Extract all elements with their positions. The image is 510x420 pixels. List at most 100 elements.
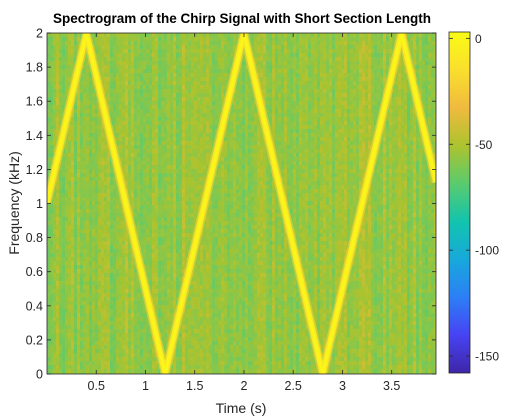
noise-cell (59, 193, 63, 198)
noise-cell (104, 201, 108, 206)
noise-cell (113, 281, 117, 286)
noise-cell (197, 157, 201, 162)
noise-cell (98, 37, 102, 42)
noise-cell (128, 189, 132, 194)
noise-cell (50, 125, 54, 130)
noise-cell (53, 105, 57, 110)
noise-cell (218, 233, 222, 238)
noise-cell (185, 173, 189, 178)
noise-cell (68, 313, 72, 318)
noise-cell (98, 317, 102, 322)
noise-cell (95, 357, 99, 362)
noise-cell (170, 185, 174, 190)
noise-cell (104, 305, 108, 310)
noise-cell (152, 273, 156, 278)
noise-cell (137, 297, 141, 302)
noise-cell (53, 297, 57, 302)
noise-cell (134, 305, 138, 310)
noise-cell (83, 321, 87, 326)
noise-cell (47, 89, 51, 94)
noise-cell (47, 305, 51, 310)
noise-cell (74, 33, 78, 38)
noise-cell (203, 229, 207, 234)
noise-cell (173, 357, 177, 362)
noise-cell (53, 233, 57, 238)
noise-cell (95, 253, 99, 258)
noise-cell (50, 245, 54, 250)
noise-cell (152, 89, 156, 94)
noise-cell (173, 205, 177, 210)
noise-cell (134, 269, 138, 274)
noise-cell (59, 113, 63, 118)
noise-cell (107, 353, 111, 358)
noise-cell (50, 69, 54, 74)
noise-cell (134, 105, 138, 110)
noise-cell (167, 149, 171, 154)
noise-cell (77, 241, 81, 246)
noise-cell (95, 177, 99, 182)
noise-cell (122, 365, 126, 370)
noise-cell (152, 229, 156, 234)
noise-cell (92, 137, 96, 142)
noise-cell (98, 361, 102, 366)
noise-cell (110, 225, 114, 230)
noise-cell (158, 53, 162, 58)
noise-cell (143, 105, 147, 110)
noise-cell (152, 289, 156, 294)
noise-cell (104, 157, 108, 162)
noise-cell (71, 205, 75, 210)
noise-cell (203, 361, 207, 366)
noise-cell (101, 145, 105, 150)
noise-cell (215, 269, 219, 274)
noise-cell (137, 305, 141, 310)
noise-cell (116, 305, 120, 310)
noise-cell (134, 153, 138, 158)
noise-cell (188, 145, 192, 150)
noise-cell (182, 245, 186, 250)
noise-cell (212, 77, 216, 82)
noise-cell (140, 369, 144, 374)
noise-cell (95, 273, 99, 278)
noise-cell (128, 337, 132, 342)
noise-cell (194, 329, 198, 334)
noise-cell (98, 353, 102, 358)
noise-cell (110, 253, 114, 258)
noise-cell (203, 161, 207, 166)
noise-cell (164, 201, 168, 206)
noise-cell (212, 109, 216, 114)
noise-cell (173, 193, 177, 198)
noise-cell (158, 185, 162, 190)
noise-cell (68, 177, 72, 182)
noise-cell (59, 109, 63, 114)
noise-cell (149, 93, 153, 98)
noise-cell (89, 365, 93, 370)
noise-cell (209, 321, 213, 326)
noise-cell (71, 41, 75, 46)
noise-cell (71, 49, 75, 54)
noise-cell (140, 349, 144, 354)
noise-cell (137, 329, 141, 334)
noise-cell (197, 53, 201, 58)
noise-cell (215, 349, 219, 354)
noise-cell (74, 337, 78, 342)
noise-cell (215, 373, 219, 374)
noise-cell (155, 129, 159, 134)
noise-cell (146, 205, 150, 210)
noise-cell (179, 177, 183, 182)
noise-cell (152, 361, 156, 366)
noise-cell (59, 45, 63, 50)
noise-cell (140, 337, 144, 342)
noise-cell (179, 337, 183, 342)
noise-cell (158, 189, 162, 194)
noise-cell (116, 293, 120, 298)
noise-cell (200, 113, 204, 118)
noise-cell (155, 45, 159, 50)
noise-cell (71, 289, 75, 294)
noise-cell (179, 213, 183, 218)
noise-cell (50, 89, 54, 94)
noise-cell (122, 153, 126, 158)
noise-cell (137, 369, 141, 374)
noise-cell (218, 297, 222, 302)
noise-cell (170, 93, 174, 98)
noise-cell (107, 169, 111, 174)
